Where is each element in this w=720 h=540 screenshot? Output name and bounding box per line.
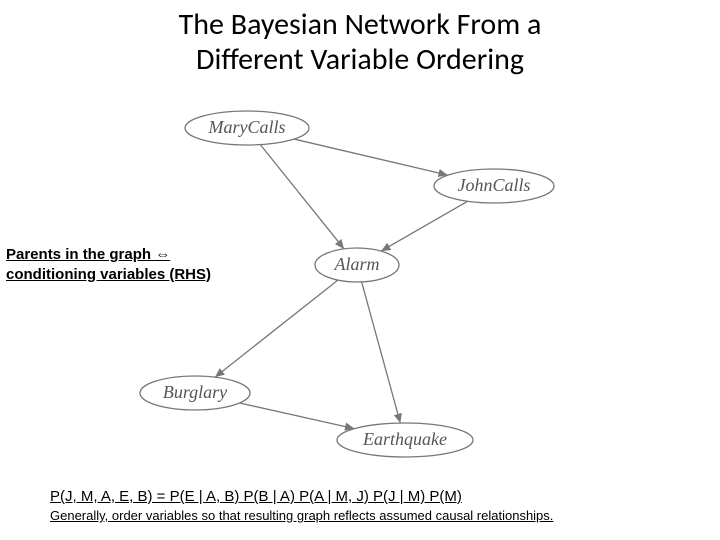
edge-john-alarm (381, 201, 467, 251)
edge-mary-john (294, 139, 448, 175)
node-label-burg: Burglary (163, 382, 227, 402)
edge-alarm-burg (215, 280, 338, 377)
edge-burg-eq (240, 403, 355, 429)
bayes-net-diagram: MaryCalls JohnCalls Alarm Burglary Earthquak… (0, 0, 720, 540)
node-label-alarm: Alarm (334, 254, 380, 274)
edge-mary-alarm (260, 145, 344, 249)
node-label-mary: MaryCalls (207, 117, 285, 137)
node-label-john: JohnCalls (457, 175, 530, 195)
joint-probability-formula: P(J, M, A, E, B) = P(E | A, B) P(B | A) … (50, 488, 462, 505)
ordering-caption: Generally, order variables so that resul… (50, 508, 553, 523)
node-label-eq: Earthquake (362, 429, 447, 449)
edge-alarm-eq (362, 282, 401, 423)
